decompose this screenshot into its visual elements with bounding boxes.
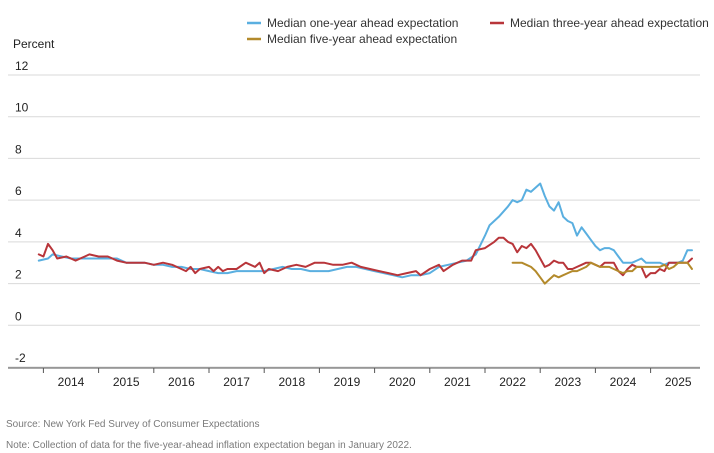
source-note: Source: New York Fed Survey of Consumer … [6,419,260,430]
x-tick-label: 2023 [554,375,581,389]
grid-lines [8,74,700,368]
y-tick-label: 2 [15,268,22,282]
x-tick-label: 2024 [610,375,637,389]
x-tick-label: 2020 [389,375,416,389]
x-tick-label: 2016 [168,375,195,389]
legend-label: Median five-year ahead expectation [267,32,457,46]
y-tick-label: -2 [15,351,26,365]
y-tick-labels: -2 0 2 4 6 8 10 12 [15,59,29,365]
x-tick-label: 2025 [665,375,692,389]
x-tick-label: 2015 [113,375,140,389]
series-line-2 [37,236,693,279]
legend: Median one-year ahead expectation Median … [247,16,709,46]
x-axis: 2014 2015 2016 2017 2018 2019 2020 2021 2022 2023… [8,367,700,389]
y-tick-label: 0 [15,309,22,323]
y-tick-label: 6 [15,184,22,198]
y-tick-label: 12 [15,59,29,73]
x-tick-label: 2018 [278,375,305,389]
y-tick-label: 4 [15,226,22,240]
series-line-3 [511,261,693,285]
data-collection-note: Note: Collection of data for the five-ye… [6,440,412,451]
y-tick-label: 10 [15,101,29,115]
x-tick-label: 2019 [334,375,361,389]
x-tick-label: 2014 [58,375,85,389]
x-tick-label: 2017 [223,375,250,389]
legend-label: Median one-year ahead expectation [267,16,458,30]
y-tick-label: 8 [15,142,22,156]
x-tick-label: 2021 [444,375,471,389]
legend-label: Median three-year ahead expectation [510,16,709,30]
x-tick-label: 2022 [499,375,526,389]
series-lines [37,182,693,285]
y-axis-label: Percent [13,37,55,51]
